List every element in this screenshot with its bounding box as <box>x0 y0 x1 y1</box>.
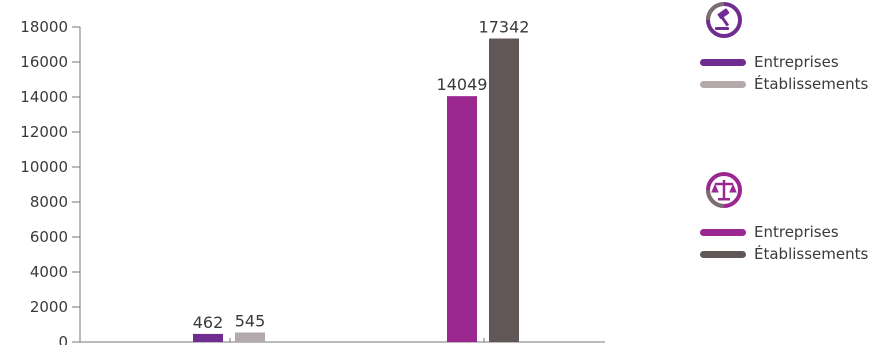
legend-group-2: Entreprises Établissements <box>700 170 868 265</box>
legend-swatch <box>700 80 746 88</box>
bar-value-label: 14049 <box>437 75 488 94</box>
legend-label: Entreprises <box>754 223 839 241</box>
bar <box>489 38 519 342</box>
y-tick-label: 14000 <box>20 88 68 106</box>
bar-value-label: 462 <box>193 313 224 332</box>
legend-swatch <box>700 58 746 66</box>
bar-value-label: 17342 <box>479 18 530 37</box>
legend-label: Entreprises <box>754 53 839 71</box>
y-tick-label: 16000 <box>20 53 68 71</box>
chart-axes: 0 2000 4000 6000 8000 10000 12000 14000 16000 180… <box>20 18 605 345</box>
y-tick-label: 18000 <box>20 18 68 36</box>
scales-icon <box>706 172 742 208</box>
bar-chart: 0 2000 4000 6000 8000 10000 12000 14000 16000 180… <box>20 18 605 345</box>
y-tick-label: 0 <box>58 333 68 345</box>
legend-item: Établissements <box>700 243 868 265</box>
y-tick-label: 8000 <box>30 193 68 211</box>
bar <box>193 333 223 342</box>
y-tick-label: 4000 <box>30 263 68 281</box>
legend-item: Établissements <box>700 73 868 95</box>
y-tick-label: 2000 <box>30 298 68 316</box>
bar <box>235 332 265 342</box>
bar <box>447 96 477 342</box>
gavel-icon <box>706 2 742 38</box>
legend-swatch <box>700 228 746 236</box>
legend-label: Établissements <box>754 245 869 263</box>
legend-group-1: Entreprises Établissements <box>700 0 868 95</box>
legend-item: Entreprises <box>700 221 868 243</box>
bar-value-label: 545 <box>235 311 266 330</box>
y-tick-label: 6000 <box>30 228 68 246</box>
legend-swatch <box>700 250 746 258</box>
y-tick-label: 12000 <box>20 123 68 141</box>
legend-item: Entreprises <box>700 51 868 73</box>
chart-bars: 462 545 14049 17342 <box>193 18 530 342</box>
legend-label: Établissements <box>754 75 869 93</box>
y-tick-label: 10000 <box>20 158 68 176</box>
